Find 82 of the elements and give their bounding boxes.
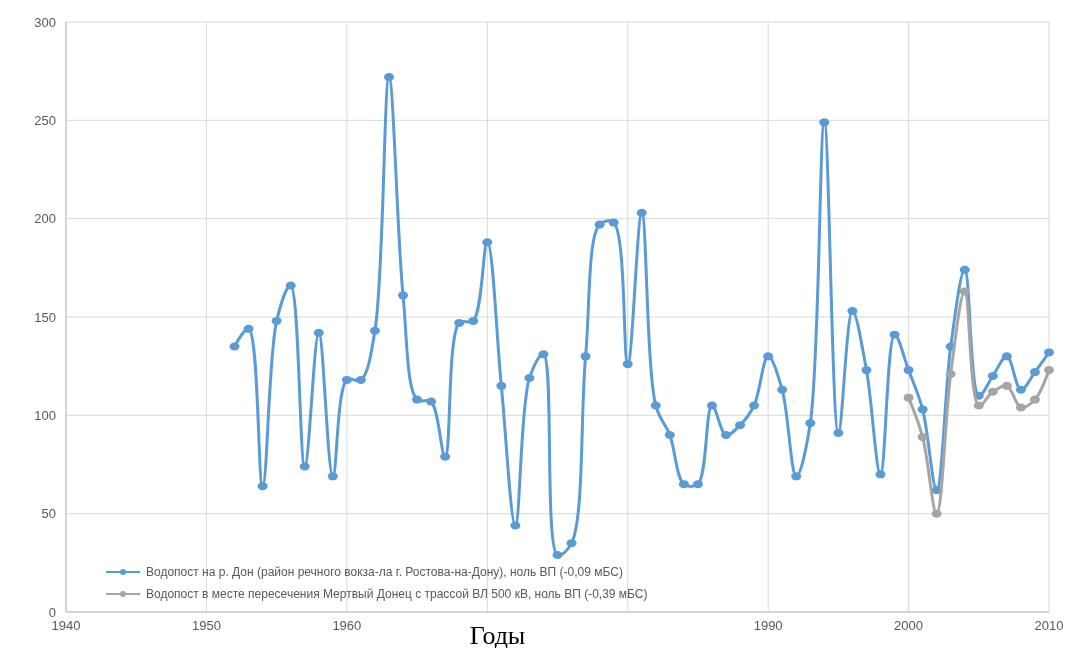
point [791, 472, 802, 481]
point [650, 401, 661, 410]
x-tick-label: 1950 [191, 618, 221, 633]
point [875, 470, 886, 479]
point [412, 395, 423, 404]
point [664, 431, 675, 439]
x-tick-label: 1990 [753, 618, 783, 633]
point [285, 281, 296, 290]
point [1015, 403, 1026, 412]
point [299, 462, 310, 471]
point [1001, 381, 1012, 390]
point [805, 419, 816, 428]
point [327, 472, 338, 481]
point [987, 387, 998, 396]
point [313, 328, 324, 337]
point [847, 307, 858, 316]
point [524, 373, 535, 382]
y-tick-label: 300 [34, 14, 56, 30]
point [889, 330, 900, 339]
point [257, 482, 268, 491]
point [468, 316, 479, 325]
point [355, 375, 366, 384]
point [1029, 395, 1040, 404]
y-tick-label: 200 [34, 211, 56, 227]
point [973, 401, 984, 410]
point [987, 372, 998, 380]
point [636, 208, 647, 217]
point [482, 238, 493, 247]
point [735, 421, 746, 430]
point [454, 318, 465, 327]
point [426, 397, 437, 406]
point [903, 393, 914, 402]
y-tick-label: 50 [41, 506, 56, 522]
y-tick-label: 0 [48, 604, 56, 620]
point [819, 118, 830, 127]
point [945, 370, 956, 379]
point [959, 265, 970, 274]
y-tick-label: 250 [34, 112, 56, 128]
point [1029, 368, 1040, 377]
point [678, 480, 689, 489]
point [538, 350, 549, 359]
point [706, 401, 717, 410]
point [1044, 348, 1054, 357]
x-tick-label: 1940 [51, 618, 81, 633]
point [622, 360, 633, 369]
point [917, 405, 928, 414]
point [903, 366, 914, 375]
point [749, 401, 760, 410]
legend-label: Водопост на р. Дон (район речного вокза-ла г. Ростова-на-Дону), ноль ВП (-0,09 мБС) [146, 565, 623, 580]
x-tick-label: 1960 [332, 618, 362, 633]
point [833, 429, 844, 438]
point [496, 381, 507, 390]
legend-label: Водопост в месте пересечения Мертвый Донец с трассой ВЛ 500 кВ, ноль ВП (-0,39 мБС) [146, 587, 648, 602]
point [566, 539, 577, 548]
point [763, 352, 774, 361]
point [721, 431, 732, 439]
point [777, 385, 788, 394]
x-tick-label: 2010 [1034, 618, 1064, 633]
point [552, 550, 563, 559]
point [440, 452, 451, 461]
point [1001, 352, 1012, 361]
point [271, 316, 282, 325]
point [398, 291, 409, 300]
point [861, 366, 872, 375]
point [580, 352, 591, 361]
point [510, 521, 521, 530]
point [341, 375, 352, 384]
point [383, 73, 394, 82]
point [594, 220, 605, 229]
point [692, 480, 703, 489]
point [959, 287, 970, 296]
point [229, 342, 240, 351]
point [917, 432, 928, 441]
x-tick-label: 2000 [894, 618, 924, 633]
y-tick-label: 150 [34, 309, 56, 325]
point [608, 218, 619, 227]
y-tick-label: 100 [34, 407, 56, 423]
point [1015, 385, 1026, 394]
point [1044, 366, 1054, 375]
point [243, 324, 254, 333]
point [931, 509, 942, 518]
point [369, 326, 380, 335]
